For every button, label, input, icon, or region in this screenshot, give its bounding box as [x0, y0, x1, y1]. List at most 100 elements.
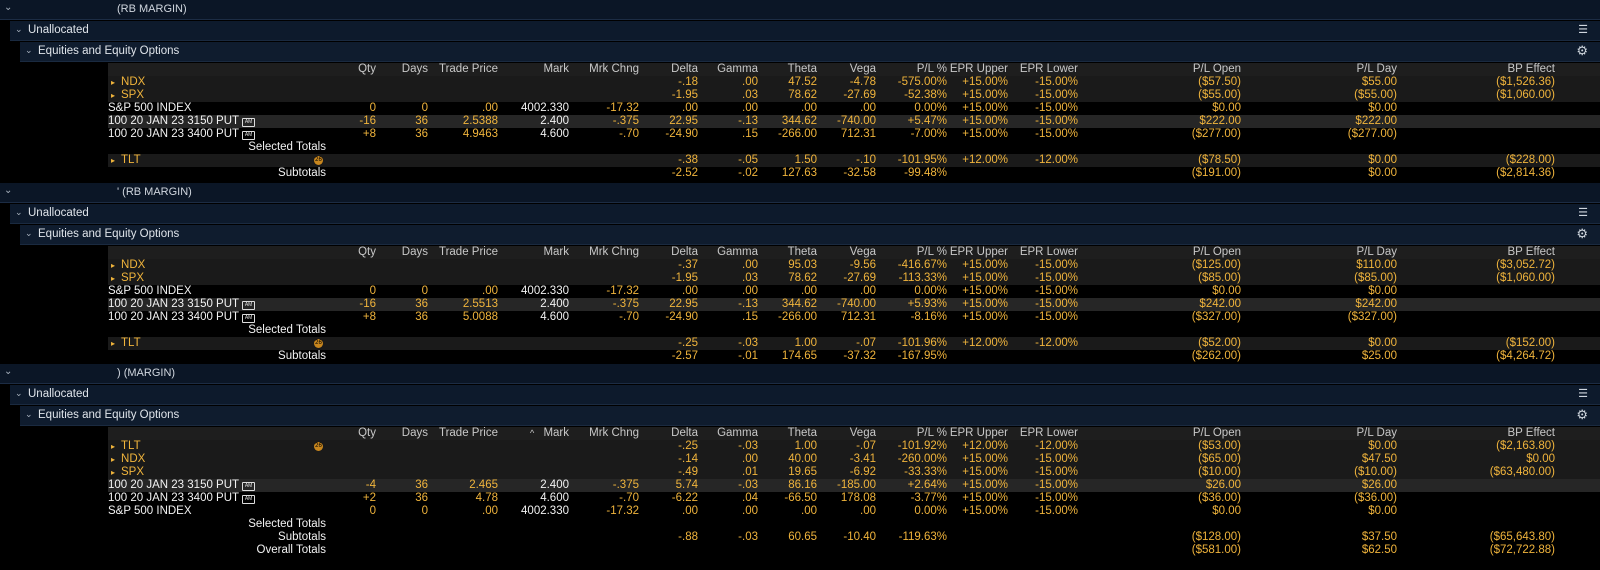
chevron-down-icon[interactable]: ⌄	[15, 388, 23, 398]
column-header-mrk-chng[interactable]: Mrk Chng	[589, 246, 639, 258]
gear-icon[interactable]: ⚙	[1576, 226, 1588, 241]
column-header-theta[interactable]: Theta	[787, 427, 817, 439]
chevron-down-icon[interactable]: ⌄	[25, 409, 33, 419]
table-row[interactable]: ▸ TLT 26 -.25 -.03 1.00 -.07 -101.96% +12.00% -12…	[108, 337, 1600, 350]
column-header-trade-price[interactable]: Trade Price	[438, 63, 498, 75]
equities-group[interactable]: ⌄ Equities and Equity Options ⚙	[20, 406, 1600, 426]
instrument-cell[interactable]: ▸ NDX	[108, 259, 326, 272]
list-icon[interactable]: ☰	[1578, 207, 1588, 219]
column-header-pl-pct[interactable]: P/L %	[916, 427, 947, 439]
instrument-cell[interactable]: S&P 500 INDEX	[108, 505, 326, 518]
table-row[interactable]: Selected Totals	[108, 518, 1600, 531]
table-row[interactable]: ▸ NDX -.37 .00 95.03 -9.56 -416.67% +15.00% -15.…	[108, 259, 1600, 272]
instrument-cell[interactable]: Selected Totals	[108, 324, 326, 337]
instrument-cell[interactable]: 100 20 JAN 23 3400 PUT AM	[108, 492, 326, 505]
instrument-cell[interactable]: Selected Totals	[108, 518, 326, 531]
instrument-cell[interactable]: ▸ TLT 26	[108, 440, 326, 453]
table-row[interactable]: ▸ TLT 26 -.25 -.03 1.00 -.07 -101.92% +12.00% -12…	[108, 440, 1600, 453]
column-header-theta[interactable]: Theta	[787, 246, 817, 258]
column-header-gamma[interactable]: Gamma	[717, 63, 758, 75]
chevron-down-icon[interactable]: ⌄	[4, 366, 13, 377]
column-header-bp-effect[interactable]: BP Effect	[1507, 427, 1555, 439]
table-row[interactable]: 100 20 JAN 23 3400 PUT AM +8 36 4.9463 4.600 -…	[108, 128, 1600, 141]
instrument-cell[interactable]: ▸ NDX	[108, 453, 326, 466]
triangle-right-icon[interactable]: ▸	[111, 156, 116, 165]
column-header-trade-price[interactable]: Trade Price	[438, 246, 498, 258]
instrument-cell[interactable]: Subtotals	[108, 531, 326, 544]
unallocated-group[interactable]: ⌄ Unallocated ☰	[10, 204, 1600, 224]
equities-group[interactable]: ⌄ Equities and Equity Options ⚙	[20, 42, 1600, 62]
table-row[interactable]: Subtotals -2.52 -.02 127.63 -32.58 -99.48% ($1…	[108, 167, 1600, 180]
instrument-cell[interactable]: 100 20 JAN 23 3150 PUT AM	[108, 298, 326, 311]
column-header-delta[interactable]: Delta	[671, 246, 698, 258]
table-row[interactable]: ▸ NDX -.18 .00 47.52 -4.78 -575.00% +15.00% -15.…	[108, 76, 1600, 89]
table-row[interactable]: Selected Totals	[108, 141, 1600, 154]
list-icon[interactable]: ☰	[1578, 388, 1588, 400]
table-row[interactable]: 100 20 JAN 23 3150 PUT AM -4 36 2.465 2.400 -.…	[108, 479, 1600, 492]
instrument-cell[interactable]: Selected Totals	[108, 141, 326, 154]
column-header-bp-effect[interactable]: BP Effect	[1507, 246, 1555, 258]
instrument-cell[interactable]: S&P 500 INDEX	[108, 102, 326, 115]
column-header-qty[interactable]: Qty	[358, 246, 376, 258]
column-header-epr-lower[interactable]: EPR Lower	[1019, 246, 1078, 258]
unallocated-group[interactable]: ⌄ Unallocated ☰	[10, 385, 1600, 405]
instrument-cell[interactable]: ▸ SPX	[108, 89, 326, 102]
instrument-cell[interactable]: ▸ SPX	[108, 272, 326, 285]
column-header-epr-lower[interactable]: EPR Lower	[1019, 63, 1078, 75]
table-row[interactable]: S&P 500 INDEX 0 0 .00 4002.330 -17.32 .00 .00 .0…	[108, 102, 1600, 115]
column-header-pl-open[interactable]: P/L Open	[1192, 427, 1241, 439]
instrument-cell[interactable]: Subtotals	[108, 350, 326, 363]
column-header-mark[interactable]: Mark	[543, 427, 569, 439]
column-header-epr-lower[interactable]: EPR Lower	[1019, 427, 1078, 439]
column-header-pl-day[interactable]: P/L Day	[1356, 63, 1397, 75]
chevron-down-icon[interactable]: ⌄	[15, 24, 23, 34]
table-row[interactable]: 100 20 JAN 23 3150 PUT AM -16 36 2.5388 2.400…	[108, 115, 1600, 128]
column-header-qty[interactable]: Qty	[358, 427, 376, 439]
instrument-cell[interactable]: 100 20 JAN 23 3400 PUT AM	[108, 311, 326, 324]
triangle-right-icon[interactable]: ▸	[111, 339, 116, 348]
instrument-cell[interactable]: Subtotals	[108, 167, 326, 180]
column-header-pl-day[interactable]: P/L Day	[1356, 246, 1397, 258]
column-header-trade-price[interactable]: Trade Price	[438, 427, 498, 439]
instrument-cell[interactable]: ▸ NDX	[108, 76, 326, 89]
column-header-epr-upper[interactable]: EPR Upper	[949, 427, 1008, 439]
column-header-mark[interactable]: Mark	[543, 246, 569, 258]
instrument-cell[interactable]: 100 20 JAN 23 3150 PUT AM	[108, 479, 326, 492]
account-header[interactable]: ⌄ ' (RB MARGIN)	[0, 183, 1600, 203]
column-header-theta[interactable]: Theta	[787, 63, 817, 75]
column-header-qty[interactable]: Qty	[358, 63, 376, 75]
column-header-pl-open[interactable]: P/L Open	[1192, 246, 1241, 258]
column-header-pl-pct[interactable]: P/L %	[916, 63, 947, 75]
gear-icon[interactable]: ⚙	[1576, 407, 1588, 422]
table-row[interactable]: ▸ SPX -1.95 .03 78.62 -27.69 -52.38% +15.00% -15…	[108, 89, 1600, 102]
triangle-right-icon[interactable]: ▸	[111, 468, 116, 477]
column-header-days[interactable]: Days	[401, 427, 428, 439]
triangle-right-icon[interactable]: ▸	[111, 78, 116, 87]
table-row[interactable]: 100 20 JAN 23 3150 PUT AM -16 36 2.5513 2.400…	[108, 298, 1600, 311]
column-header-vega[interactable]: Vega	[849, 427, 876, 439]
column-header-vega[interactable]: Vega	[849, 63, 876, 75]
column-header-bp-effect[interactable]: BP Effect	[1507, 63, 1555, 75]
table-row[interactable]: Overall Totals ($581.00) $62.50 ($72,722.88…	[108, 544, 1600, 557]
account-header[interactable]: ⌄) (MARGIN)	[0, 364, 1600, 384]
table-row[interactable]: Subtotals -.88 -.03 60.65 -10.40 -119.63% ($12…	[108, 531, 1600, 544]
column-header-pl-day[interactable]: P/L Day	[1356, 427, 1397, 439]
list-icon[interactable]: ☰	[1578, 24, 1588, 36]
table-row[interactable]: Selected Totals	[108, 324, 1600, 337]
chevron-down-icon[interactable]: ⌄	[25, 45, 33, 55]
triangle-right-icon[interactable]: ▸	[111, 274, 116, 283]
instrument-cell[interactable]: ▸ SPX	[108, 466, 326, 479]
column-header-days[interactable]: Days	[401, 246, 428, 258]
table-row[interactable]: S&P 500 INDEX 0 0 .00 4002.330 -17.32 .00 .00 .0…	[108, 505, 1600, 518]
instrument-cell[interactable]: 100 20 JAN 23 3150 PUT AM	[108, 115, 326, 128]
column-header-gamma[interactable]: Gamma	[717, 427, 758, 439]
instrument-cell[interactable]: 100 20 JAN 23 3400 PUT AM	[108, 128, 326, 141]
gear-icon[interactable]: ⚙	[1576, 43, 1588, 58]
triangle-right-icon[interactable]: ▸	[111, 91, 116, 100]
chevron-down-icon[interactable]: ⌄	[4, 2, 13, 13]
chevron-down-icon[interactable]: ⌄	[4, 185, 13, 196]
table-row[interactable]: ▸ SPX -1.95 .03 78.62 -27.69 -113.33% +15.00% -1…	[108, 272, 1600, 285]
column-header-mrk-chng[interactable]: Mrk Chng	[589, 427, 639, 439]
column-header-days[interactable]: Days	[401, 63, 428, 75]
table-row[interactable]: ▸ SPX -.49 .01 19.65 -6.92 -33.33% +15.00% -15.0…	[108, 466, 1600, 479]
